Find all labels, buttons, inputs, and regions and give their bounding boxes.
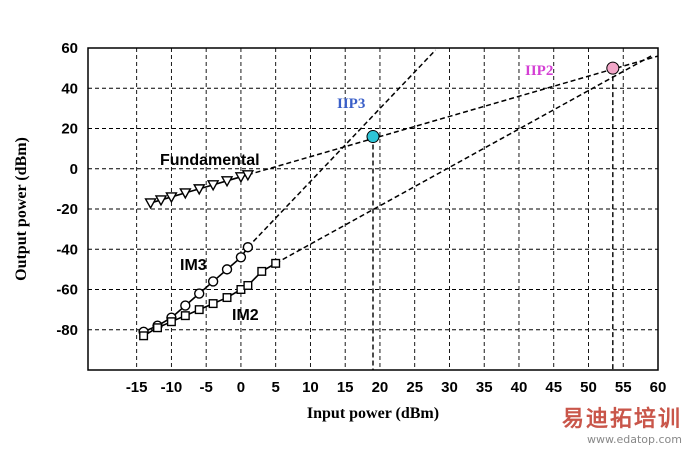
im2-point [243, 280, 253, 290]
x-tick-label: 45 [545, 379, 562, 396]
annotations: Fundamental IM3 IM2 IIP3 IIP2 [160, 63, 553, 324]
im2-point [257, 266, 267, 276]
y-tick-label: -80 [56, 322, 78, 339]
x-tick-label: 30 [441, 379, 458, 396]
fundamental-point [241, 170, 255, 182]
y-tick-label: 60 [61, 40, 78, 57]
x-tick-label: 15 [337, 379, 354, 396]
im3-extrapolation-line [247, 49, 437, 248]
im2-point [139, 331, 149, 341]
fundamental-point [206, 180, 220, 192]
x-tick-label: 25 [406, 379, 423, 396]
x-tick-label: 60 [650, 379, 667, 396]
x-tick-label: -15 [126, 379, 148, 396]
fundamental-point [179, 188, 192, 200]
y-tick-label: 20 [61, 121, 78, 138]
iip3-point [366, 130, 380, 144]
y-tick-label: -60 [56, 282, 78, 299]
x-tick-label: 50 [580, 379, 597, 396]
y-tick-label: 40 [61, 80, 78, 97]
x-tick-label: 10 [302, 379, 319, 396]
watermark: 易迪拓培训 www.edatop.com [562, 401, 682, 446]
series-markers [138, 170, 281, 341]
im3-point [207, 276, 219, 287]
x-tick-label: 55 [615, 379, 632, 396]
fundamental-point [154, 195, 168, 207]
fundamental-extrapolation-line [247, 55, 659, 176]
im2-point [271, 258, 281, 268]
im3-point [180, 300, 191, 311]
tick-labels: -15 -10 -5 0 5 10 15 20 25 30 35 40 45 50 55 60 -80 -60 -4… [56, 40, 666, 396]
x-tick-label: -5 [199, 379, 212, 396]
y-tick-label: -40 [56, 241, 78, 258]
iip2-point [606, 61, 620, 75]
x-tick-label: 40 [511, 379, 528, 396]
im2-point [208, 299, 218, 309]
y-tick-label: 0 [70, 161, 78, 178]
fundamental-point [220, 176, 234, 188]
fundamental-point [144, 198, 157, 210]
x-tick-label: 20 [372, 379, 389, 396]
x-tick-label: -10 [161, 379, 183, 396]
im2-label: IM2 [232, 307, 259, 324]
x-tick-label: 0 [237, 379, 245, 396]
x-tick-label: 35 [476, 379, 493, 396]
im3-point [221, 264, 233, 275]
watermark-text: 易迪拓培训 [561, 407, 682, 432]
fundamental-label: Fundamental [160, 152, 260, 169]
x-axis-title: Input power (dBm) [307, 405, 439, 422]
im2-point [194, 305, 204, 315]
iip2-label: IIP2 [525, 63, 553, 79]
intercepts [366, 61, 620, 370]
fundamental-point [193, 184, 206, 196]
grid [88, 47, 659, 370]
im3-label: IM3 [180, 257, 207, 274]
fundamental-point [165, 192, 178, 204]
watermark-url: www.edatop.com [587, 433, 682, 446]
im3-point [235, 252, 247, 263]
im2-point [153, 323, 163, 333]
im2-point [222, 293, 232, 303]
im3-point [242, 242, 254, 253]
y-axis-title: Output power (dBm) [13, 137, 30, 281]
im2-point [180, 311, 190, 321]
iip3-label: IIP3 [337, 96, 365, 112]
y-tick-label: -20 [56, 201, 78, 218]
im3-point [194, 288, 205, 299]
im2-point [166, 317, 176, 327]
x-tick-label: 5 [272, 379, 280, 396]
fundamental-point [234, 172, 248, 184]
